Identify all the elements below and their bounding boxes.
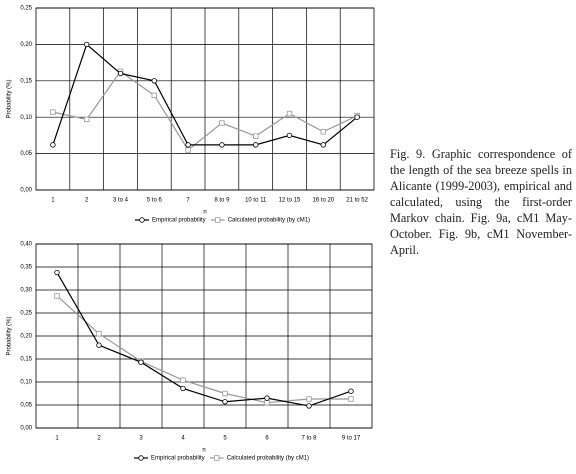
series-line <box>52 43 358 146</box>
marker <box>252 142 259 148</box>
legend-label: Calculated probability (by cM1) <box>228 218 310 224</box>
marker <box>54 293 60 299</box>
y-tick-label: 0,25 <box>20 6 32 12</box>
marker <box>54 269 60 276</box>
x-tick-label: 5 to 6 <box>147 198 163 204</box>
x-tick-label: 8 to 9 <box>214 198 230 204</box>
y-tick-label: 0,10 <box>20 380 32 386</box>
x-tick-label: 9 to 17 <box>342 436 361 442</box>
x-tick-label: 7 to 8 <box>301 436 317 442</box>
marker <box>286 132 293 139</box>
y-tick-label: 0,25 <box>20 311 32 317</box>
marker <box>151 78 157 84</box>
marker <box>117 70 124 77</box>
y-tick-label: 0,05 <box>20 151 32 157</box>
y-tick-label: 0,30 <box>20 288 32 294</box>
y-tick-label: 0,00 <box>20 188 32 194</box>
y-tick-label: 0,40 <box>20 242 32 248</box>
marker <box>264 399 270 406</box>
y-tick-label: 0,05 <box>20 403 32 409</box>
marker <box>320 142 326 148</box>
y-tick-label: 0,20 <box>20 334 32 340</box>
marker <box>348 388 354 394</box>
y-tick-label: 0,20 <box>20 42 32 48</box>
x-tick-label: 6 <box>265 436 269 442</box>
marker <box>96 330 102 337</box>
marker <box>180 377 186 383</box>
marker <box>252 133 259 139</box>
series-line <box>56 295 351 404</box>
marker <box>219 120 225 126</box>
x-tick-label: 4 <box>181 436 185 442</box>
y-tick-label: 0,10 <box>20 115 32 121</box>
x-tick-label: 7 <box>186 198 190 204</box>
marker <box>306 396 312 402</box>
marker <box>348 396 354 402</box>
x-tick-label: 2 <box>97 436 101 442</box>
x-tick-label: 1 <box>55 436 59 442</box>
caption: Fig. 9. Graphic correspondence of the le… <box>390 147 572 257</box>
x-tick-label: 21 to 52 <box>346 198 368 204</box>
legend-label: Empirical probability <box>152 218 206 224</box>
y-axis-label: Probability (%) <box>7 79 13 118</box>
legend-label: Empirical probability <box>151 456 205 462</box>
x-tick-label: 3 <box>139 436 143 442</box>
marker <box>222 399 228 405</box>
y-axis-label: Probability (%) <box>7 316 13 355</box>
y-tick-label: 0,15 <box>20 357 32 363</box>
marker <box>139 217 145 223</box>
series-line <box>56 272 352 407</box>
marker <box>185 142 191 148</box>
marker <box>50 142 56 148</box>
marker <box>306 403 312 409</box>
marker <box>219 142 225 148</box>
y-tick-label: 0,00 <box>20 426 32 432</box>
x-tick-label: 2 <box>85 198 89 204</box>
x-tick-label: 3 to 4 <box>113 198 129 204</box>
marker <box>96 342 102 348</box>
marker <box>138 359 144 365</box>
x-tick-label: 1 <box>51 198 55 204</box>
x-tick-label: 12 to 15 <box>279 198 301 204</box>
marker <box>214 217 221 223</box>
marker <box>50 109 56 115</box>
marker <box>320 129 326 135</box>
x-tick-label: 5 <box>223 436 227 442</box>
series-line <box>52 70 358 151</box>
x-tick-label: 16 to 20 <box>312 198 334 204</box>
x-axis-label: n <box>202 448 205 454</box>
marker <box>213 455 220 461</box>
y-tick-label: 0,15 <box>20 78 32 84</box>
marker <box>264 395 270 401</box>
x-tick-label: 10 to 11 <box>245 198 267 204</box>
x-axis-label: n <box>203 210 206 216</box>
marker <box>180 385 186 392</box>
marker <box>83 41 90 48</box>
marker <box>84 116 90 123</box>
y-tick-label: 0,35 <box>20 265 32 271</box>
figure: 0,00 0,05 0,10 0,15 0,20 0,25 1 2 3 to 4 5 to 6 7 8… <box>7 6 375 462</box>
legend-label: Calculated probability (by cM1) <box>227 456 309 462</box>
marker <box>138 455 144 461</box>
marker <box>222 390 228 397</box>
marker <box>286 110 293 117</box>
marker <box>185 147 191 153</box>
marker <box>354 114 360 120</box>
marker <box>151 92 157 99</box>
